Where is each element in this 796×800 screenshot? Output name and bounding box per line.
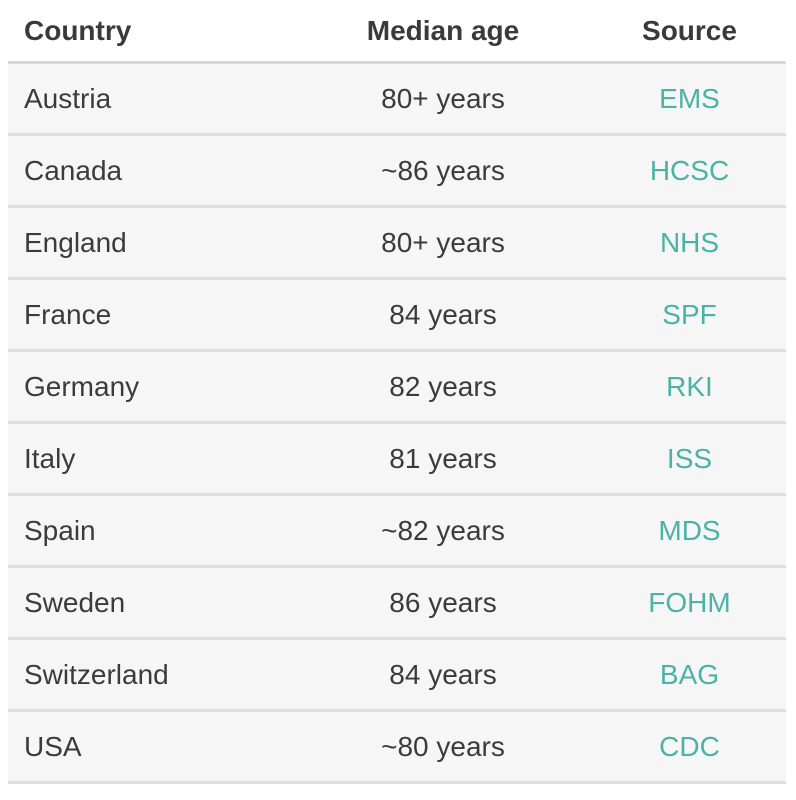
table-row: Italy 81 years ISS xyxy=(8,424,786,496)
source-link[interactable]: MDS xyxy=(658,514,721,546)
median-age-cell: 82 years xyxy=(389,370,497,402)
country-cell: Canada xyxy=(24,154,123,186)
source-link[interactable]: EMS xyxy=(659,82,720,114)
table-row: Austria 80+ years EMS xyxy=(8,64,786,136)
country-cell: USA xyxy=(24,730,82,762)
median-age-cell: 80+ years xyxy=(381,226,505,258)
country-cell: Italy xyxy=(24,442,76,474)
median-age-cell: 86 years xyxy=(389,586,497,618)
source-link[interactable]: FOHM xyxy=(648,586,731,618)
source-link[interactable]: BAG xyxy=(659,658,720,690)
source-link[interactable]: NHS xyxy=(659,226,720,258)
source-link[interactable]: HCSC xyxy=(649,154,730,186)
country-cell: Austria xyxy=(24,82,112,114)
source-link[interactable]: CDC xyxy=(659,730,720,762)
country-cell: Germany xyxy=(24,370,140,402)
median-age-cell: 80+ years xyxy=(381,82,505,114)
country-cell: Spain xyxy=(24,514,96,546)
country-cell: France xyxy=(24,298,112,330)
table-row: Switzerland 84 years BAG xyxy=(8,640,786,712)
table-header-row: Country Median age Source xyxy=(8,0,786,64)
header-source: Source xyxy=(642,14,737,46)
country-cell: Switzerland xyxy=(24,658,169,690)
table-row: Spain ~82 years MDS xyxy=(8,496,786,568)
table-row: Canada ~86 years HCSC xyxy=(8,136,786,208)
median-age-cell: ~86 years xyxy=(381,154,505,186)
median-age-cell: 84 years xyxy=(389,658,497,690)
source-link[interactable]: ISS xyxy=(666,442,713,474)
median-age-cell: ~82 years xyxy=(381,514,505,546)
table-row: England 80+ years NHS xyxy=(8,208,786,280)
table-row: Sweden 86 years FOHM xyxy=(8,568,786,640)
table-row: USA ~80 years CDC xyxy=(8,712,786,784)
median-age-table: Country Median age Source Austria 80+ ye… xyxy=(8,0,786,784)
source-link[interactable]: RKI xyxy=(666,370,713,402)
median-age-cell: 81 years xyxy=(389,442,497,474)
table-row: France 84 years SPF xyxy=(8,280,786,352)
header-median-age: Median age xyxy=(366,14,520,46)
table-row: Germany 82 years RKI xyxy=(8,352,786,424)
country-cell: Sweden xyxy=(24,586,126,618)
country-cell: England xyxy=(24,226,127,258)
median-age-cell: ~80 years xyxy=(381,730,505,762)
source-link[interactable]: SPF xyxy=(662,298,717,330)
median-age-cell: 84 years xyxy=(389,298,497,330)
header-country: Country xyxy=(24,14,132,46)
